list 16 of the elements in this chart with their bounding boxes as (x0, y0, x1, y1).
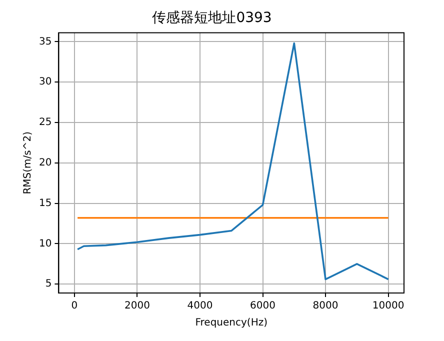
y-tick-label: 35 (38, 36, 52, 48)
x-tick-label: 10000 (372, 300, 404, 312)
x-tick-label: 2000 (124, 300, 150, 312)
x-axis-title: Frequency(Hz) (195, 318, 268, 329)
y-tick-label: 5 (45, 278, 52, 290)
chart-title: 传感器短地址0393 (152, 10, 272, 26)
y-tick-label: 10 (38, 238, 52, 250)
x-tick-label: 4000 (187, 300, 213, 312)
y-axis-title: RMS(m/s^2) (22, 131, 34, 194)
x-tick-label: 0 (71, 300, 78, 312)
y-tick-label: 15 (38, 198, 52, 209)
y-tick-label: 20 (38, 157, 52, 168)
y-tick-label: 30 (38, 76, 52, 88)
x-tick-label: 6000 (250, 300, 276, 312)
x-tick-label: 8000 (312, 300, 338, 312)
y-tick-label: 25 (38, 117, 52, 128)
